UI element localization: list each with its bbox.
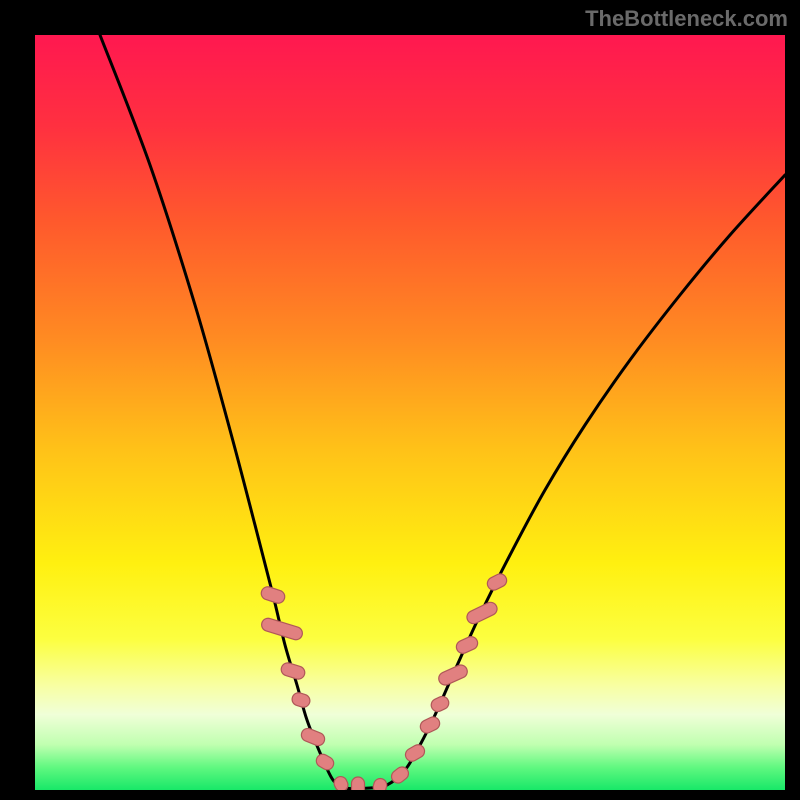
data-bead [352,777,365,790]
chart-background [35,35,785,790]
watermark-text: TheBottleneck.com [585,6,788,32]
bottleneck-chart [35,35,785,790]
chart-svg [35,35,785,790]
